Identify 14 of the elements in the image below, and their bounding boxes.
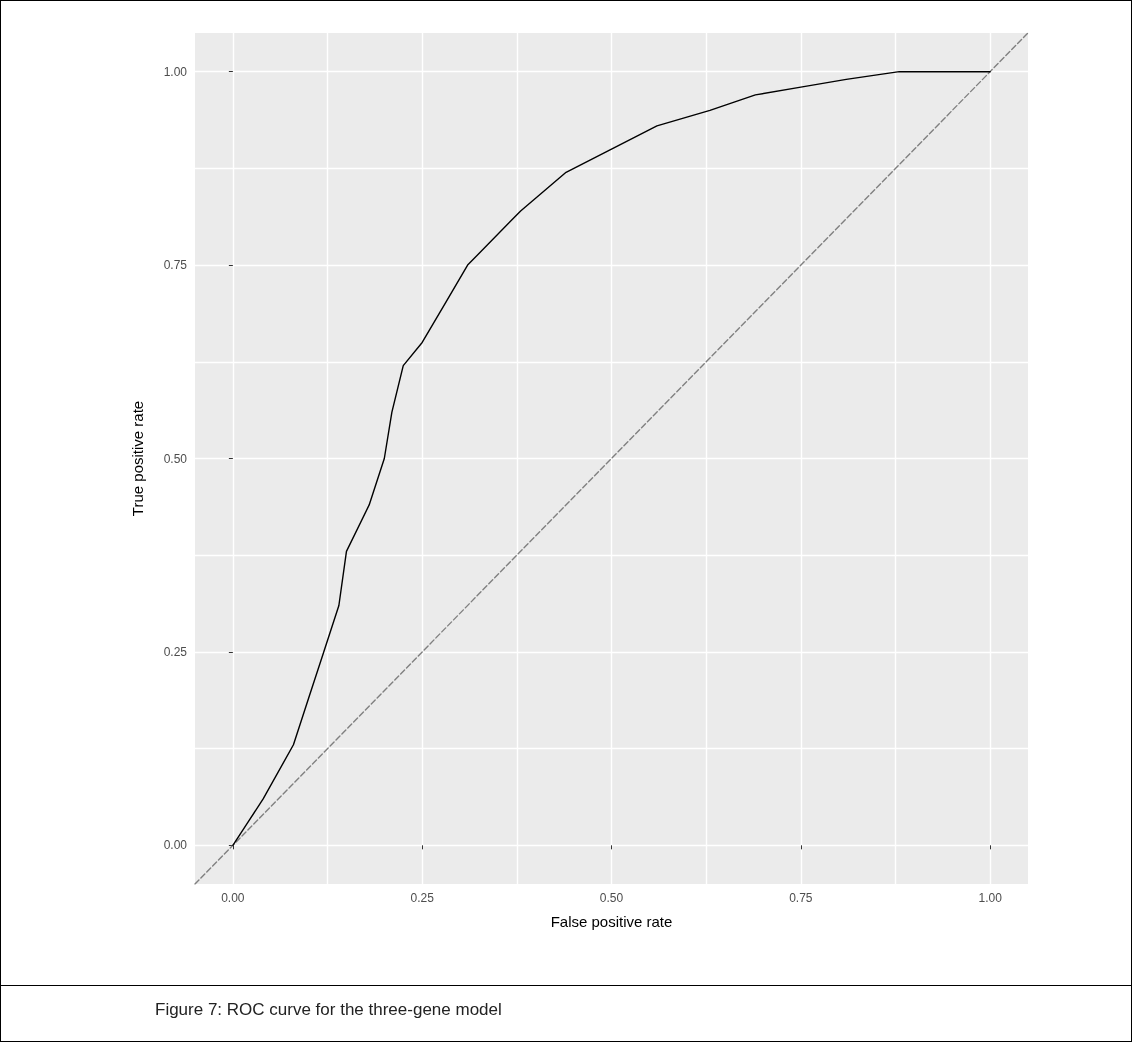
y-tick-label: 0.75 [163, 258, 188, 273]
x-axis-title: False positive rate [550, 913, 673, 930]
x-tick-label: 0.00 [221, 891, 245, 905]
x-tick-label: 1.00 [978, 891, 1003, 905]
y-tick-label: 1.00 [163, 64, 188, 79]
y-tick-label: 0.50 [163, 451, 188, 466]
y-tick-label: 0.00 [163, 838, 188, 853]
x-tick-label: 0.75 [789, 891, 813, 905]
caption: Figure 7: ROC curve for the three-gene model [155, 1000, 502, 1020]
x-tick-label: 0.50 [599, 891, 624, 905]
x-tick-label: 0.25 [410, 891, 435, 905]
y-axis-title: True positive rate [129, 400, 146, 517]
y-tick-label: 0.25 [163, 644, 188, 659]
line-series [232, 70, 991, 847]
